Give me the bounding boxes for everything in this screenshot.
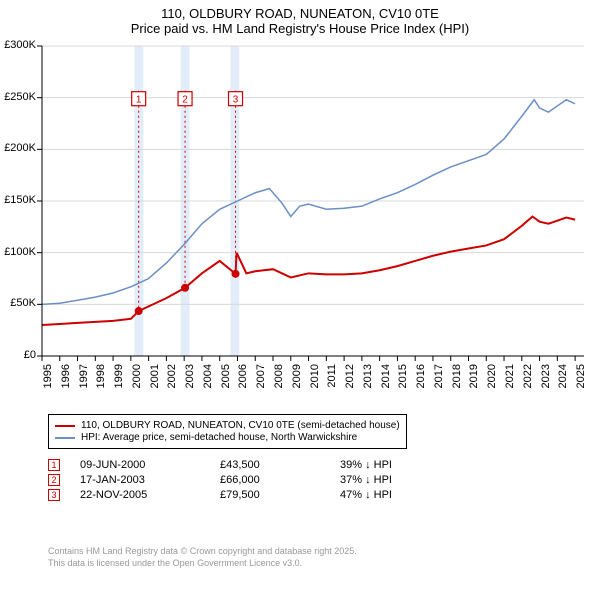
svg-text:2: 2 xyxy=(182,95,188,106)
legend-swatch xyxy=(55,437,75,439)
chart-title-block: 110, OLDBURY ROAD, NUNEATON, CV10 0TE Pr… xyxy=(0,0,600,38)
transaction-marker: 3 xyxy=(48,489,60,501)
legend-swatch xyxy=(55,425,75,427)
transaction-marker: 1 xyxy=(48,459,60,471)
x-tick-label: 2025 xyxy=(575,364,587,398)
transaction-row: 2 17-JAN-2003£66,00037% ↓ HPI xyxy=(48,474,460,486)
x-tick-label: 2022 xyxy=(522,364,534,398)
transaction-row: 1 09-JUN-2000£43,50039% ↓ HPI xyxy=(48,459,460,471)
transaction-price: £79,500 xyxy=(220,489,340,501)
transaction-date: 22-NOV-2005 xyxy=(80,489,220,501)
x-tick-label: 2020 xyxy=(486,364,498,398)
x-tick-label: 2001 xyxy=(149,364,161,398)
transaction-price: £43,500 xyxy=(220,459,340,471)
transaction-pct: 39% ↓ HPI xyxy=(340,459,460,471)
legend-box: 110, OLDBURY ROAD, NUNEATON, CV10 0TE (s… xyxy=(48,414,407,449)
x-tick-label: 2021 xyxy=(504,364,516,398)
x-tick-label: 2024 xyxy=(557,364,569,398)
x-tick-label: 1995 xyxy=(42,364,54,398)
svg-text:1: 1 xyxy=(136,95,142,106)
svg-text:3: 3 xyxy=(233,95,239,106)
x-tick-label: 2010 xyxy=(309,364,321,398)
attribution-line2: This data is licensed under the Open Gov… xyxy=(48,558,357,570)
attribution-line1: Contains HM Land Registry data © Crown c… xyxy=(48,546,357,558)
transaction-pct: 47% ↓ HPI xyxy=(340,489,460,501)
legend-item: HPI: Average price, semi-detached house,… xyxy=(55,432,400,443)
x-tick-label: 2015 xyxy=(397,364,409,398)
legend-label: HPI: Average price, semi-detached house,… xyxy=(81,432,357,443)
legend-item: 110, OLDBURY ROAD, NUNEATON, CV10 0TE (s… xyxy=(55,420,400,431)
transaction-price: £66,000 xyxy=(220,474,340,486)
x-tick-label: 2004 xyxy=(202,364,214,398)
x-tick-label: 2018 xyxy=(451,364,463,398)
x-tick-label: 2013 xyxy=(362,364,374,398)
x-tick-label: 2012 xyxy=(344,364,356,398)
legend-label: 110, OLDBURY ROAD, NUNEATON, CV10 0TE (s… xyxy=(81,420,400,431)
transaction-date: 17-JAN-2003 xyxy=(80,474,220,486)
y-tick-label: £250K xyxy=(0,91,36,103)
x-tick-label: 2009 xyxy=(291,364,303,398)
x-tick-label: 2011 xyxy=(326,364,338,398)
chart-plot: 1 2 3 xyxy=(42,46,584,356)
y-tick-label: £50K xyxy=(0,297,36,309)
x-tick-label: 2002 xyxy=(166,364,178,398)
x-tick-label: 2000 xyxy=(131,364,143,398)
x-tick-label: 1998 xyxy=(95,364,107,398)
y-tick-label: £100K xyxy=(0,246,36,258)
transactions-table: 1 09-JUN-2000£43,50039% ↓ HPI 2 17-JAN-2003… xyxy=(48,456,460,504)
attribution-text: Contains HM Land Registry data © Crown c… xyxy=(48,546,357,569)
y-tick-label: £300K xyxy=(0,39,36,51)
x-tick-label: 2016 xyxy=(415,364,427,398)
transaction-date: 09-JUN-2000 xyxy=(80,459,220,471)
title-line1: 110, OLDBURY ROAD, NUNEATON, CV10 0TE xyxy=(0,6,600,21)
x-tick-label: 2005 xyxy=(220,364,232,398)
transaction-row: 3 22-NOV-2005£79,50047% ↓ HPI xyxy=(48,489,460,501)
transaction-pct: 37% ↓ HPI xyxy=(340,474,460,486)
x-tick-label: 2017 xyxy=(433,364,445,398)
x-tick-label: 2006 xyxy=(237,364,249,398)
x-tick-label: 2014 xyxy=(380,364,392,398)
x-tick-label: 2023 xyxy=(540,364,552,398)
y-tick-label: £150K xyxy=(0,194,36,206)
x-tick-label: 2008 xyxy=(273,364,285,398)
x-tick-label: 2007 xyxy=(255,364,267,398)
x-tick-label: 1996 xyxy=(60,364,72,398)
x-tick-label: 1997 xyxy=(78,364,90,398)
y-tick-label: £200K xyxy=(0,142,36,154)
title-line2: Price paid vs. HM Land Registry's House … xyxy=(0,21,600,36)
x-tick-label: 1999 xyxy=(113,364,125,398)
y-tick-label: £0 xyxy=(0,349,36,361)
transaction-marker: 2 xyxy=(48,474,60,486)
x-tick-label: 2019 xyxy=(468,364,480,398)
x-tick-label: 2003 xyxy=(184,364,196,398)
